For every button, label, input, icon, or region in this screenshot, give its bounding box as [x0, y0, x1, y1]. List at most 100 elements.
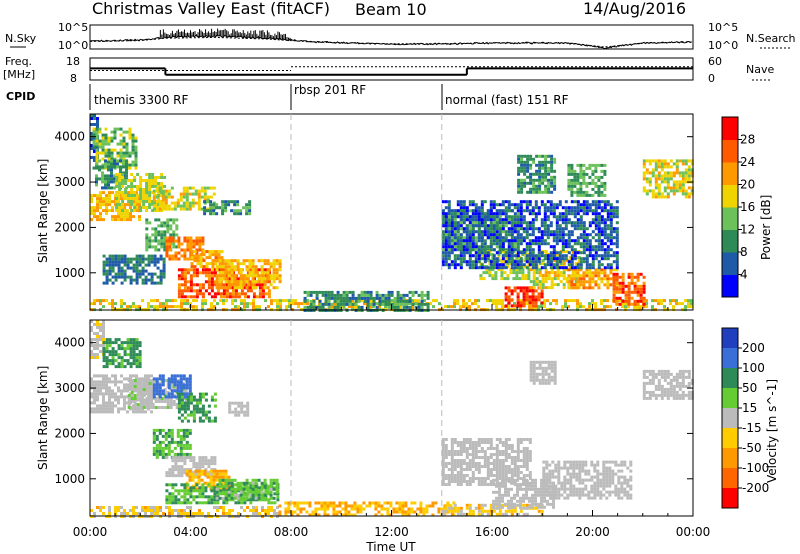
velocity-cell	[102, 344, 105, 347]
power-cell	[93, 206, 96, 210]
y-tick-label: 4000	[54, 130, 85, 144]
power-cell	[532, 268, 536, 272]
power-cell	[453, 233, 457, 237]
velocity-cell	[135, 347, 139, 351]
power-cell	[477, 260, 481, 264]
power-cell	[591, 257, 595, 261]
power-cell	[500, 277, 504, 281]
power-cell	[513, 215, 517, 219]
power-cell	[609, 209, 613, 213]
power-cell	[118, 182, 122, 185]
power-cell	[573, 200, 577, 204]
power-cell	[189, 283, 193, 287]
power-cell	[342, 299, 346, 303]
power-cell	[192, 299, 195, 303]
power-cell	[660, 162, 664, 166]
power-cell	[552, 230, 556, 234]
power-cell	[594, 221, 598, 225]
power-cell	[157, 233, 161, 237]
power-cell	[672, 183, 676, 187]
power-cell	[489, 248, 493, 252]
power-cell	[558, 236, 562, 240]
power-cell	[544, 166, 548, 170]
beam-label: Beam 10	[355, 0, 427, 19]
power-cell	[471, 233, 475, 237]
power-cell	[507, 248, 511, 252]
velocity-cell	[152, 377, 156, 381]
power-cell	[591, 203, 595, 207]
power-cell	[147, 263, 151, 267]
power-cell	[609, 254, 613, 258]
power-cell	[105, 260, 109, 264]
power-cell	[275, 259, 279, 263]
power-cell	[504, 206, 508, 210]
power-cell	[245, 209, 249, 213]
power-cell	[606, 305, 609, 309]
power-cell	[272, 277, 276, 281]
power-cell	[169, 227, 173, 231]
power-cell	[162, 272, 166, 276]
power-cell	[145, 221, 149, 225]
power-cell	[612, 281, 616, 285]
power-cell	[486, 230, 490, 234]
power-cell	[654, 165, 658, 169]
power-cell	[456, 230, 460, 234]
velocity-cell	[177, 404, 181, 408]
power-cell	[600, 181, 604, 185]
velocity-cell	[102, 401, 105, 405]
power-cell	[567, 184, 571, 188]
power-cell	[168, 239, 172, 243]
power-cell	[211, 268, 215, 272]
velocity-cell	[182, 377, 186, 381]
power-cell	[95, 174, 98, 178]
velocity-cell	[145, 400, 149, 403]
velocity-cell	[108, 407, 111, 411]
power-cell	[420, 305, 424, 309]
power-cell	[318, 305, 322, 309]
power-cell	[366, 296, 370, 300]
power-cell	[447, 203, 451, 207]
power-cell	[615, 215, 619, 219]
power-cell	[444, 257, 448, 261]
power-cell	[147, 257, 151, 261]
nsky-frame	[89, 24, 694, 50]
power-cell	[194, 189, 198, 193]
power-cell	[498, 299, 501, 303]
power-cell	[570, 206, 574, 210]
velocity-cell	[189, 410, 193, 414]
power-cell	[108, 263, 112, 267]
power-cell	[263, 271, 267, 275]
power-cell	[515, 256, 519, 260]
velocity-cell	[111, 380, 114, 384]
power-cell	[115, 185, 119, 188]
power-cell	[393, 296, 397, 300]
power-cell	[236, 212, 240, 216]
power-cell	[591, 221, 595, 225]
power-cell	[489, 233, 493, 237]
power-cell	[324, 296, 328, 300]
power-cell	[624, 302, 627, 306]
power-cell	[528, 248, 532, 252]
power-cell	[163, 221, 167, 225]
power-cell	[114, 218, 117, 222]
velocity-cell	[169, 406, 173, 409]
power-cell	[570, 187, 574, 191]
power-cell	[192, 257, 196, 261]
power-cell	[594, 190, 598, 194]
power-cell	[156, 266, 160, 270]
velocity-cell	[123, 383, 126, 387]
power-cell	[510, 224, 514, 228]
power-cell	[441, 233, 445, 237]
power-cell	[520, 169, 524, 173]
velocity-cell	[141, 410, 144, 414]
power-cell	[591, 212, 595, 216]
power-cell	[597, 190, 601, 194]
power-cell	[330, 293, 334, 297]
power-cell	[390, 299, 393, 303]
velocity-cell	[240, 404, 244, 408]
power-cell	[579, 193, 583, 197]
power-cell	[159, 281, 163, 285]
power-cell	[108, 260, 112, 264]
power-cell	[159, 278, 163, 282]
velocity-cell	[147, 392, 150, 396]
